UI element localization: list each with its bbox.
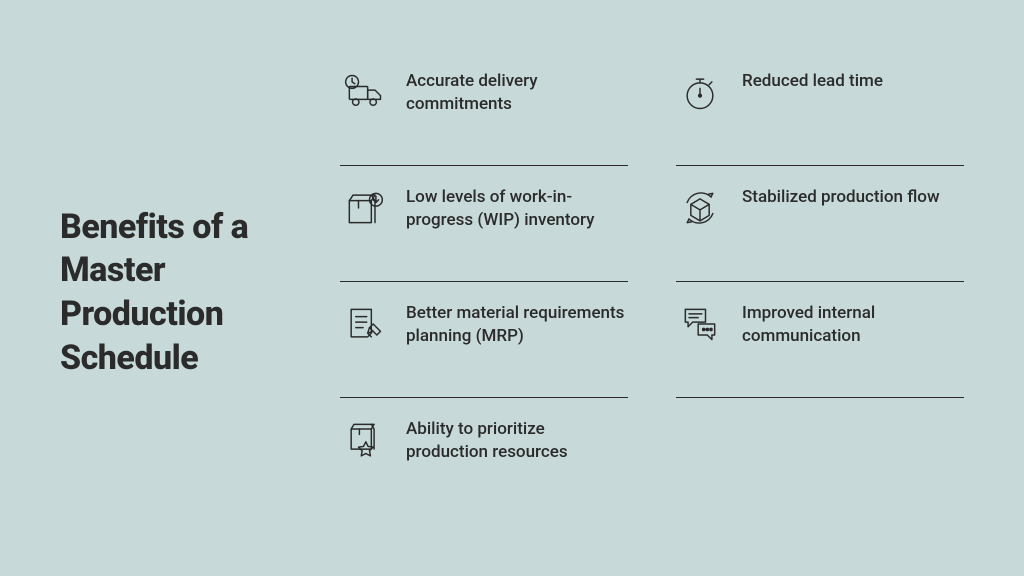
benefit-label: Better material requirements planning (M…	[406, 300, 628, 348]
infographic-page: Benefits of a Master Production Schedule…	[0, 0, 1024, 576]
benefit-label: Low levels of work-in-progress (WIP) inv…	[406, 184, 628, 232]
benefits-area: Accurate delivery commitments Low levels…	[340, 50, 964, 536]
page-title: Benefits of a Master Production Schedule	[60, 206, 320, 380]
truck-clock-icon	[340, 68, 388, 116]
benefit-label: Accurate delivery commitments	[406, 68, 628, 116]
box-cycle-icon	[676, 184, 724, 232]
benefits-column-1: Accurate delivery commitments Low levels…	[340, 50, 628, 536]
benefit-item: Low levels of work-in-progress (WIP) inv…	[340, 166, 628, 282]
benefit-item: Improved internal communication	[676, 282, 964, 398]
box-star-icon	[340, 416, 388, 464]
benefit-label: Stabilized production flow	[742, 184, 940, 209]
benefit-label: Reduced lead time	[742, 68, 883, 93]
stopwatch-icon	[676, 68, 724, 116]
benefit-label: Improved internal communication	[742, 300, 964, 348]
benefit-item: Ability to prioritize production resourc…	[340, 398, 628, 514]
note-pencil-icon	[340, 300, 388, 348]
benefit-item: Better material requirements planning (M…	[340, 282, 628, 398]
chat-bubbles-icon	[676, 300, 724, 348]
box-down-icon	[340, 184, 388, 232]
benefit-item: Accurate delivery commitments	[340, 50, 628, 166]
benefit-item: Stabilized production flow	[676, 166, 964, 282]
benefits-column-2: Reduced lead time Stabilized production …	[676, 50, 964, 536]
benefit-item: Reduced lead time	[676, 50, 964, 166]
title-column: Benefits of a Master Production Schedule	[60, 50, 340, 536]
benefit-label: Ability to prioritize production resourc…	[406, 416, 628, 464]
